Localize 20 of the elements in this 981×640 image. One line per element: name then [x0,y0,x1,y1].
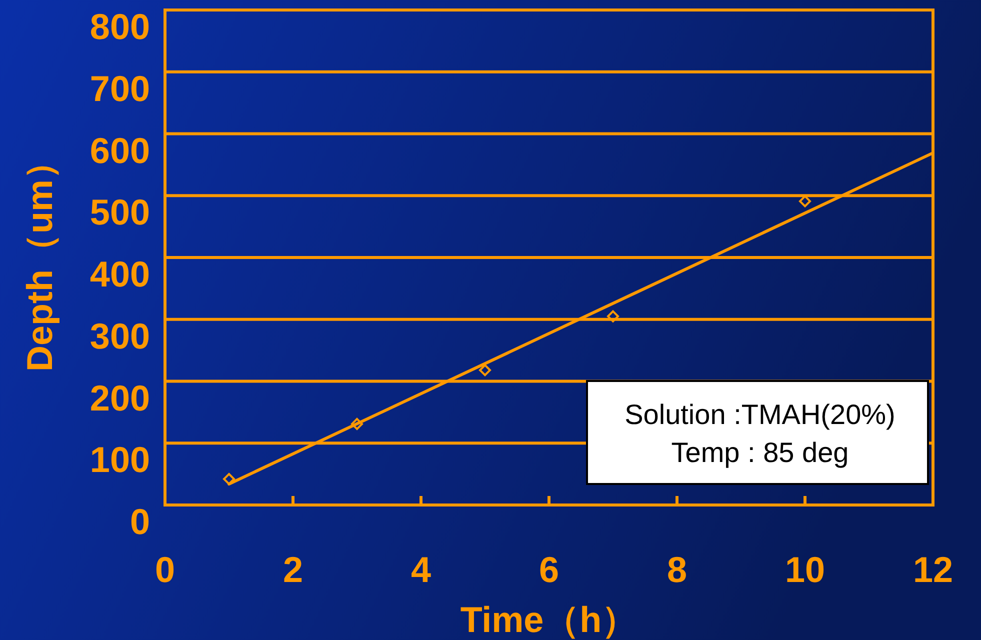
x-axis-title: Time（h） [460,599,638,640]
y-axis-title: Depth（um） [19,144,60,372]
y-tick-label: 500 [90,192,150,233]
y-tick-label: 0 [130,501,150,542]
y-tick-label: 700 [90,68,150,109]
y-tick-label: 400 [90,254,150,294]
x-tick-label: 0 [154,549,176,590]
y-tick-label: 300 [90,315,150,356]
annotation: Temp : 85 deg [671,437,849,468]
x-tick-label: 2 [282,549,304,590]
x-tick-label: 6 [538,549,560,590]
x-tick-label: 12 [912,549,954,590]
x-tick-label: 8 [666,549,688,590]
y-tick-label: 100 [90,439,150,480]
annotation: Solution :TMAH(20%) [624,399,896,430]
x-tick-label: 10 [784,549,826,590]
y-tick-label: 600 [90,130,150,171]
x-tick-label: 4 [410,549,432,590]
y-tick-label: 800 [90,6,150,47]
y-tick-label: 200 [90,377,150,418]
